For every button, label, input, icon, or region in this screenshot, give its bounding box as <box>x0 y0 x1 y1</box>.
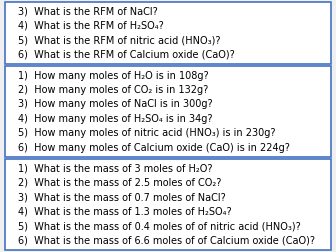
Text: 3)  How many moles of NaCl is in 300g?: 3) How many moles of NaCl is in 300g? <box>18 99 213 109</box>
Text: 2)  How many moles of CO₂ is in 132g?: 2) How many moles of CO₂ is in 132g? <box>18 85 209 95</box>
Text: 4)  What is the mass of 1.3 moles of H₂SO₄?: 4) What is the mass of 1.3 moles of H₂SO… <box>18 207 232 217</box>
FancyBboxPatch shape <box>5 67 331 157</box>
Text: 6)  How many moles of Calcium oxide (CaO) is in 224g?: 6) How many moles of Calcium oxide (CaO)… <box>18 143 290 153</box>
Text: 4)  What is the RFM of H₂SO₄?: 4) What is the RFM of H₂SO₄? <box>18 21 164 31</box>
Text: 5)  What is the RFM of nitric acid (HNO₃)?: 5) What is the RFM of nitric acid (HNO₃)… <box>18 35 221 45</box>
Text: 2)  What is the mass of 2.5 moles of CO₂?: 2) What is the mass of 2.5 moles of CO₂? <box>18 178 222 188</box>
Text: 6)  What is the RFM of Calcium oxide (CaO)?: 6) What is the RFM of Calcium oxide (CaO… <box>18 50 235 60</box>
Text: 4)  How many moles of H₂SO₄ is in 34g?: 4) How many moles of H₂SO₄ is in 34g? <box>18 114 213 124</box>
Text: 3)  What is the RFM of NaCl?: 3) What is the RFM of NaCl? <box>18 6 158 16</box>
FancyBboxPatch shape <box>5 2 331 64</box>
FancyBboxPatch shape <box>5 160 331 250</box>
Text: 5)  What is the mass of 0.4 moles of of nitric acid (HNO₃)?: 5) What is the mass of 0.4 moles of of n… <box>18 221 301 231</box>
Text: 6)  What is the mass of 6.6 moles of of Calcium oxide (CaO)?: 6) What is the mass of 6.6 moles of of C… <box>18 236 316 246</box>
Text: 3)  What is the mass of 0.7 moles of NaCl?: 3) What is the mass of 0.7 moles of NaCl… <box>18 192 226 202</box>
Text: 1)  What is the mass of 3 moles of H₂O?: 1) What is the mass of 3 moles of H₂O? <box>18 164 213 174</box>
Text: 5)  How many moles of nitric acid (HNO₃) is in 230g?: 5) How many moles of nitric acid (HNO₃) … <box>18 128 276 138</box>
Text: 1)  How many moles of H₂O is in 108g?: 1) How many moles of H₂O is in 108g? <box>18 71 209 81</box>
